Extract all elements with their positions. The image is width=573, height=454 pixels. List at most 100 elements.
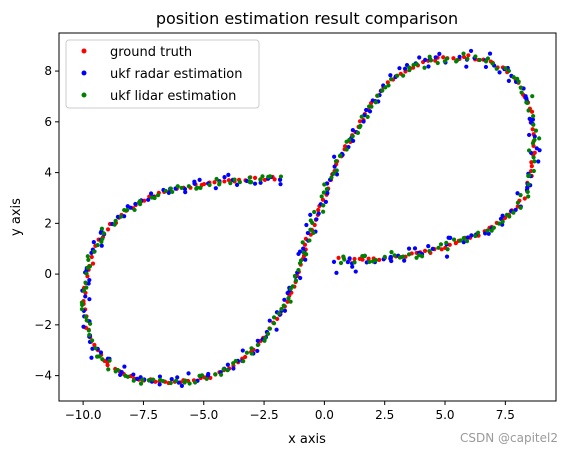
radar-estimate-point — [530, 117, 536, 122]
radar-estimate-point — [465, 235, 470, 240]
lidar-estimate-point — [531, 168, 536, 174]
lidar-estimate-point — [344, 147, 349, 152]
ground-truth-point — [142, 198, 147, 203]
radar-estimate-point — [118, 372, 123, 377]
lidar-estimate-point — [207, 182, 212, 188]
lidar-estimate-point — [483, 59, 489, 64]
lidar-estimate-point — [519, 90, 524, 95]
lidar-estimate-point — [329, 175, 334, 180]
lidar-estimate-point — [427, 248, 432, 254]
radar-estimate-point — [397, 66, 402, 71]
radar-estimate-point — [437, 51, 442, 56]
lidar-estimate-point — [197, 373, 202, 378]
lidar-estimate-point — [496, 221, 502, 226]
lidar-estimate-point — [386, 83, 391, 88]
ground-truth-point — [90, 261, 96, 266]
lidar-estimate-point — [537, 136, 542, 141]
lidar-estimate-point — [113, 369, 118, 374]
lidar-estimate-point — [526, 108, 531, 113]
lidar-estimate-point — [221, 367, 226, 372]
lidar-estimate-point — [113, 218, 118, 223]
lidar-estimate-point — [231, 361, 236, 366]
lidar-estimate-point — [84, 318, 89, 323]
lidar-estimate-point — [527, 173, 532, 178]
ground-truth-point — [352, 256, 357, 262]
lidar-estimate-point — [526, 194, 531, 199]
lidar-estimate-point — [367, 259, 372, 264]
radar-estimate-point — [285, 290, 290, 296]
lidar-estimate-point — [442, 59, 447, 64]
lidar-estimate-point — [297, 261, 303, 266]
lidar-estimate-point — [428, 58, 434, 63]
radar-estimate-point — [115, 214, 120, 219]
radar-estimate-point — [252, 181, 258, 186]
lidar-estimate-point — [350, 134, 355, 139]
x-tick-label: 0.0 — [315, 408, 334, 422]
lidar-estimate-point — [373, 100, 378, 105]
lidar-estimate-point — [186, 184, 191, 189]
lidar-estimate-point — [271, 321, 277, 326]
lidar-estimate-point — [137, 199, 143, 204]
radar-estimate-point — [483, 231, 488, 236]
lidar-estimate-point — [435, 60, 440, 66]
radar-estimate-point — [347, 256, 352, 261]
lidar-estimate-point — [400, 73, 406, 78]
radar-estimate-point — [469, 233, 474, 238]
ground-truth-point — [212, 180, 217, 185]
lidar-estimate-point — [87, 332, 92, 338]
lidar-estimate-point — [515, 76, 520, 81]
radar-estimate-point — [179, 383, 184, 388]
lidar-estimate-point — [461, 236, 466, 241]
lidar-estimate-point — [175, 184, 180, 189]
lidar-estimate-point — [395, 73, 400, 78]
radar-estimate-point — [234, 182, 240, 187]
radar-estimate-point — [412, 246, 418, 251]
lidar-estimate-point — [485, 56, 491, 61]
lidar-estimate-point — [507, 214, 512, 219]
x-tick-label: −2.5 — [250, 408, 279, 422]
radar-estimate-point — [423, 57, 428, 63]
lidar-estimate-point — [373, 257, 378, 263]
lidar-estimate-point — [244, 350, 250, 355]
lidar-estimate-point — [288, 286, 293, 292]
lidar-estimate-point — [389, 77, 394, 82]
radar-estimate-point — [536, 159, 541, 164]
radar-estimate-point — [325, 191, 330, 196]
lidar-estimate-point — [267, 326, 273, 331]
lidar-estimate-point — [93, 346, 98, 351]
lidar-estimate-point — [311, 230, 316, 236]
radar-estimate-point — [331, 259, 337, 264]
radar-estimate-point — [282, 297, 287, 302]
radar-estimate-point — [332, 154, 337, 159]
lidar-estimate-point — [158, 377, 163, 382]
lidar-estimate-point — [310, 220, 315, 225]
lidar-estimate-point — [344, 139, 349, 144]
radar-estimate-point — [274, 327, 279, 332]
radar-estimate-point — [461, 240, 466, 245]
x-tick-label: −7.5 — [129, 408, 158, 422]
lidar-estimate-point — [518, 85, 523, 90]
ground-truth-point — [336, 255, 341, 260]
lidar-estimate-point — [99, 226, 105, 231]
lidar-estimate-point — [300, 240, 305, 245]
ground-truth-point — [532, 150, 537, 155]
ground-truth-point — [252, 175, 258, 180]
ground-truth-point — [262, 177, 267, 183]
radar-estimate-point — [278, 177, 283, 182]
lidar-estimate-point — [170, 189, 175, 195]
ground-truth-point — [522, 196, 527, 201]
lidar-estimate-point — [494, 66, 499, 71]
lidar-estimate-point — [150, 377, 156, 382]
radar-estimate-point — [361, 119, 366, 124]
lidar-estimate-point — [87, 264, 93, 269]
lidar-estimate-point — [419, 254, 425, 259]
lidar-estimate-point — [533, 128, 539, 133]
y-axis-label: y axis — [9, 198, 24, 236]
ground-truth-point — [466, 53, 471, 58]
lidar-estimate-point — [411, 62, 416, 68]
watermark: CSDN @capitel2 — [460, 431, 558, 445]
y-tick-label: 2 — [44, 216, 52, 230]
lidar-estimate-point — [451, 237, 457, 242]
radar-estimate-point — [402, 258, 407, 263]
radar-estimate-point — [426, 64, 431, 69]
